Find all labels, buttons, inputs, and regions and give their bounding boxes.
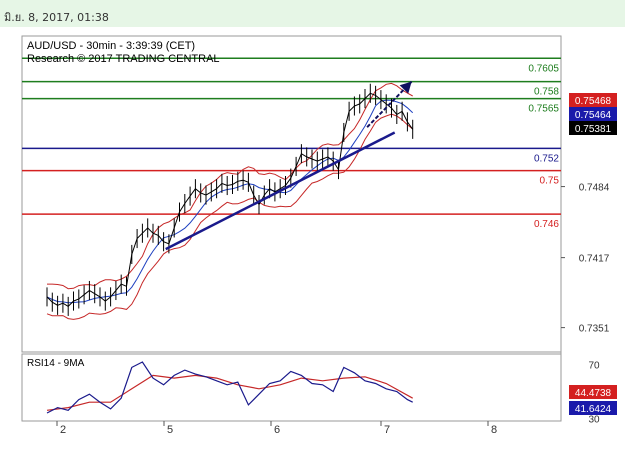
rsi-tag-1: 41.6424 [575, 404, 612, 415]
level-label-0: 0.7605 [528, 63, 559, 74]
rsi-ma-line [46, 374, 413, 411]
x-tick-label: 2 [60, 424, 66, 436]
y-tick-label: 0.7484 [579, 183, 610, 194]
moving-average [46, 99, 414, 304]
level-label-1: 0.758 [534, 87, 559, 98]
price-series [46, 83, 414, 316]
horizontal-levels: 0.7605 0.758 0.7565 0.752 0.75 0.746 [22, 57, 561, 230]
price-tag-0: 0.75468 [575, 96, 612, 107]
chart-subtitle: Research © 2017 TRADING CENTRAL [27, 53, 220, 65]
trendline [165, 131, 396, 251]
level-label-3: 0.752 [534, 153, 559, 164]
axes: 0.7484 0.7417 0.7351 70 30 2 5 6 7 8 [56, 183, 610, 436]
header-bar: มิ.ย. 8, 2017, 01:38 [0, 0, 625, 27]
rsi-line [46, 361, 413, 414]
level-label-5: 0.746 [534, 219, 559, 230]
bollinger-lower [46, 113, 414, 320]
forecast-arrow-head [399, 81, 412, 94]
level-label-2: 0.7565 [528, 104, 559, 115]
rsi-tag-bg-0 [569, 385, 617, 399]
x-tick-label: 7 [384, 424, 390, 436]
price-tags: 0.75468 0.75464 0.75381 [569, 93, 617, 135]
bollinger-upper [47, 82, 413, 290]
timestamp: มิ.ย. 8, 2017, 01:38 [4, 11, 109, 24]
x-tick-label: 5 [167, 424, 173, 436]
rsi-series: RSI14 - 9MA 44.4738 41.6424 [27, 358, 617, 415]
price-tag-1: 0.75464 [575, 110, 612, 121]
price-tag-bg-2 [569, 121, 617, 135]
price-tag-bg-0 [569, 93, 617, 107]
chart-title: AUD/USD - 30min - 3:39:39 (CET) [27, 40, 195, 52]
rsi-tag-bg-1 [569, 401, 617, 415]
price-tag-2: 0.75381 [575, 124, 612, 135]
x-tick-label: 8 [491, 424, 497, 436]
rsi-tag-0: 44.4738 [575, 388, 612, 399]
level-label-4: 0.75 [540, 176, 560, 187]
trend-overlay [165, 80, 413, 251]
rsi-title: RSI14 - 9MA [27, 358, 85, 369]
x-tick-label: 6 [274, 424, 280, 436]
bollinger-bands [46, 82, 414, 320]
price-tag-bg-1 [569, 107, 617, 121]
y-tick-label: 0.7351 [579, 324, 610, 335]
rsi-tick-label: 30 [588, 414, 600, 425]
rsi-plot-frame [21, 353, 562, 422]
price-line [46, 92, 414, 308]
y-tick-label: 0.7417 [579, 254, 610, 265]
main-plot-frame [21, 35, 562, 353]
rsi-tick-label: 70 [588, 361, 600, 372]
forecast-arrow-line [366, 80, 413, 128]
